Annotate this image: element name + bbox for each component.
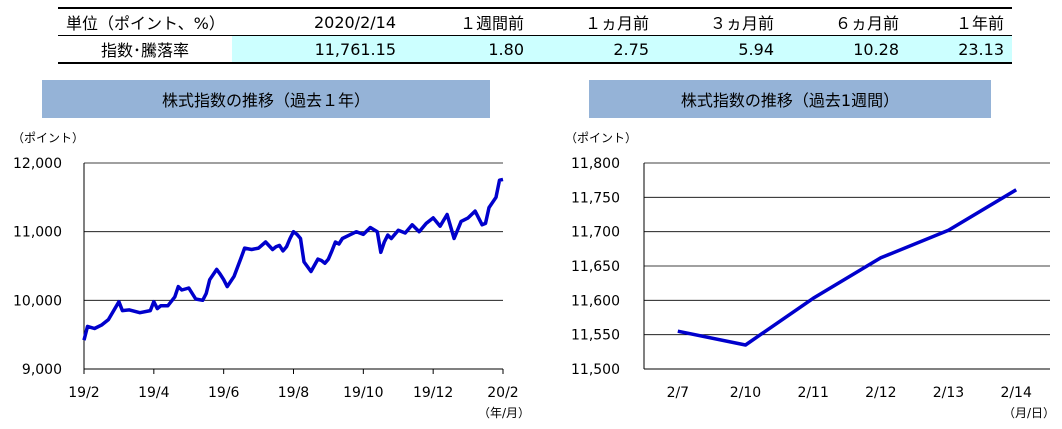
x-tick-label: 2/13 xyxy=(933,385,964,401)
series-line xyxy=(82,177,504,341)
header-1w: １週間前 xyxy=(404,7,532,36)
table-header-row: 単位（ポイント、%） 2020/2/14 １週間前 １ヵ月前 ３ヵ月前 ６ヵ月前… xyxy=(58,7,1012,36)
y-tick-label: 10,000 xyxy=(13,293,62,309)
y-tick-label: 11,650 xyxy=(571,259,620,275)
chart-1year: （ポイント） （年/月） 9,000 10,000 11,000 12,000 19/2… xyxy=(12,131,530,420)
x-tick-label: 19/12 xyxy=(413,385,453,401)
y-tick-label: 12,000 xyxy=(13,156,62,172)
header-1m: １ヵ月前 xyxy=(532,7,657,36)
cell-1m: 2.75 xyxy=(532,35,657,64)
x-tick-label: 2/7 xyxy=(667,385,690,401)
y-tick-label: 11,550 xyxy=(571,328,620,344)
x-tick-label: 2/14 xyxy=(1000,385,1032,401)
y-tick-label: 11,750 xyxy=(571,190,620,206)
header-date: 2020/2/14 xyxy=(232,7,404,36)
cell-index-value: 11,761.15 xyxy=(232,35,404,64)
chart-title-1week: 株式指数の推移（過去1週間） xyxy=(589,80,991,118)
y-tick-label: 9,000 xyxy=(22,362,62,378)
chart-1week: （ポイント） （月/日） 11,500 11,550 11,600 11,650 11,… xyxy=(565,131,1055,420)
cell-1y: 23.13 xyxy=(907,35,1012,64)
table-row: 指数･騰落率 11,761.15 1.80 2.75 5.94 10.28 23… xyxy=(58,35,1012,64)
summary-table: 単位（ポイント、%） 2020/2/14 １週間前 １ヵ月前 ３ヵ月前 ６ヵ月前… xyxy=(58,7,1012,64)
row-label: 指数･騰落率 xyxy=(58,35,232,64)
cell-3m: 5.94 xyxy=(657,35,782,64)
y-tick-label: 11,700 xyxy=(571,225,620,241)
header-1y: １年前 xyxy=(907,7,1012,36)
y-tick-label: 11,800 xyxy=(571,156,620,172)
x-tick-label: 19/6 xyxy=(208,385,240,401)
x-tick-label: 19/4 xyxy=(138,385,170,401)
chart-title-1year: 株式指数の推移（過去１年） xyxy=(42,80,490,118)
header-3m: ３ヵ月前 xyxy=(657,7,782,36)
x-tick-label: 2/10 xyxy=(730,385,761,401)
x-tick-label: 19/8 xyxy=(278,385,309,401)
y-tick-label: 11,500 xyxy=(571,362,620,378)
series-line xyxy=(677,188,1018,347)
x-tick-label: 20/2 xyxy=(487,385,518,401)
x-axis-unit-label: （年/月） xyxy=(478,406,530,420)
y-tick-label: 11,000 xyxy=(13,225,62,241)
x-tick-label: 2/12 xyxy=(865,385,896,401)
x-axis-unit-label: （月/日） xyxy=(1003,406,1055,420)
x-tick-label: 19/10 xyxy=(343,385,383,401)
y-tick-label: 11,600 xyxy=(571,293,620,309)
header-6m: ６ヵ月前 xyxy=(782,7,907,36)
y-axis-unit-label: （ポイント） xyxy=(12,131,84,145)
cell-6m: 10.28 xyxy=(782,35,907,64)
header-unit: 単位（ポイント、%） xyxy=(58,7,232,36)
cell-1w: 1.80 xyxy=(404,35,532,64)
x-tick-label: 2/11 xyxy=(797,385,828,401)
x-tick-label: 19/2 xyxy=(68,385,99,401)
y-axis-unit-label: （ポイント） xyxy=(565,131,637,145)
